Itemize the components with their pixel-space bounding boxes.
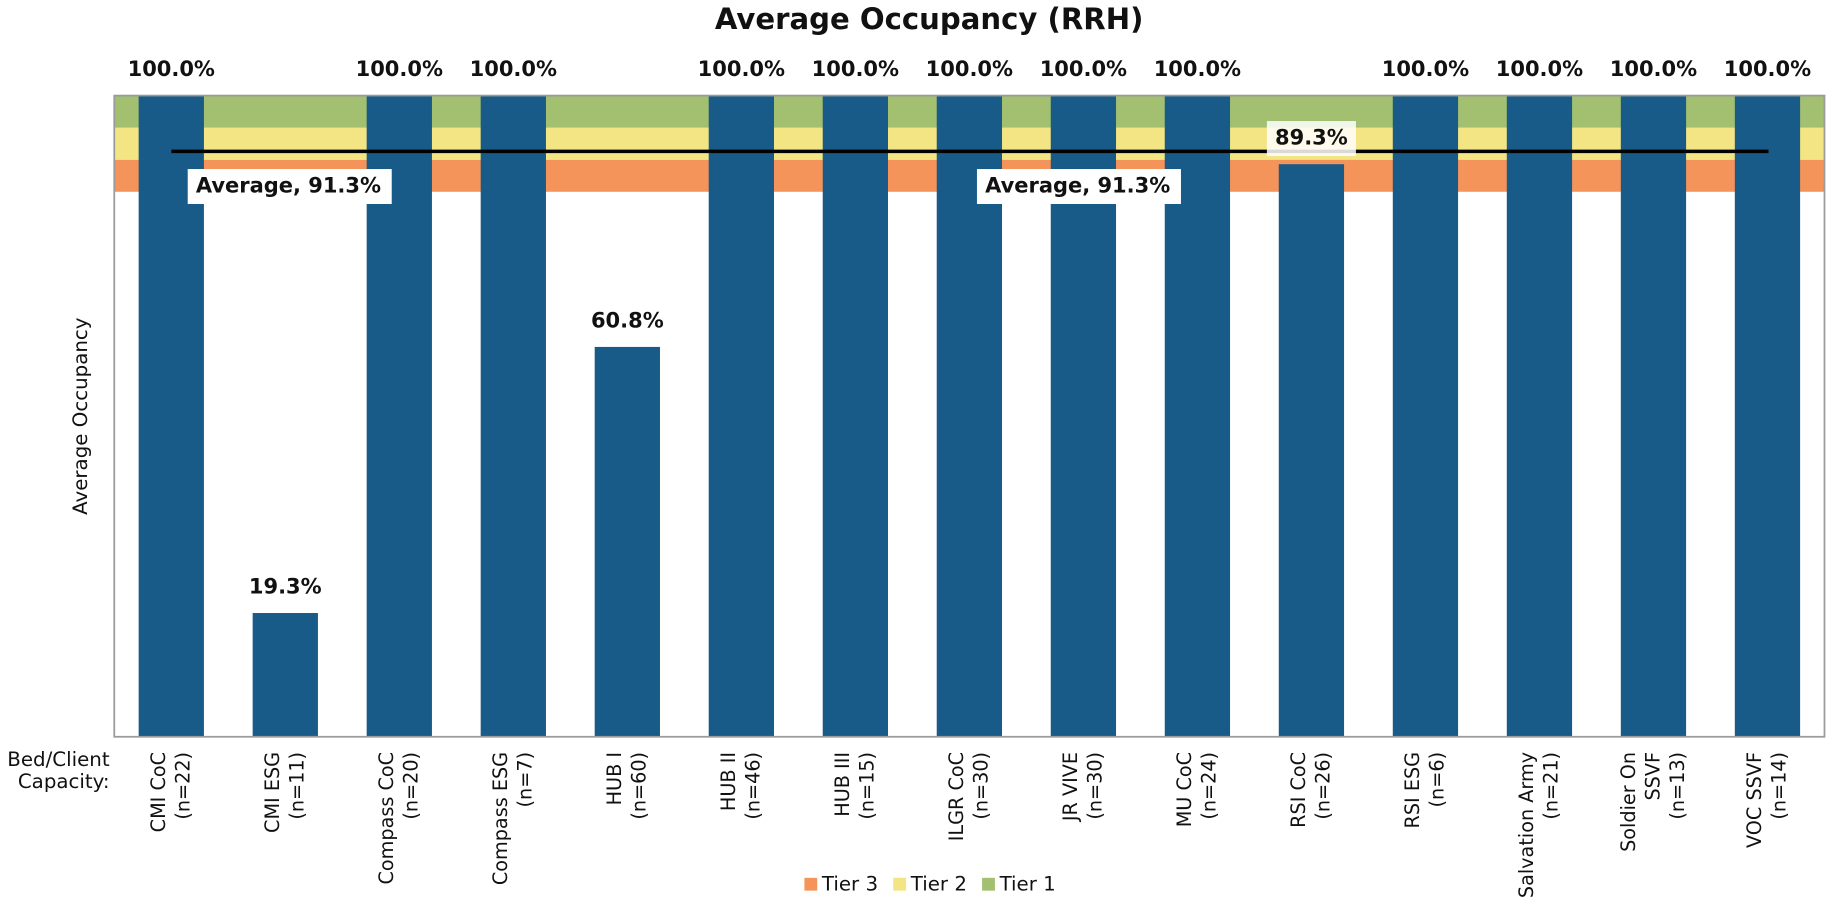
bar [480, 95, 546, 737]
bar [1620, 95, 1687, 737]
bar [1506, 95, 1573, 737]
bar [1734, 95, 1801, 737]
average-label-box [976, 169, 1181, 205]
x-tick-label: RSI CoC(n=26) [1287, 752, 1334, 828]
legend-swatch [982, 877, 995, 891]
x-tick-label: JR VIVE(n=30) [1059, 752, 1106, 822]
value-label: 60.8% [591, 308, 664, 332]
x-tick-label: CMI ESG(n=11) [261, 752, 308, 833]
value-label: 100.0% [1040, 57, 1127, 81]
value-label: 100.0% [1724, 57, 1811, 81]
value-label: 19.3% [249, 574, 322, 598]
legend-label: Tier 1 [999, 872, 1056, 895]
bar [1392, 95, 1459, 737]
value-label-box [1266, 121, 1356, 157]
x-tick-label: VOC SSVF(n=14) [1743, 752, 1790, 848]
x-tick-label: HUB I(n=60) [603, 752, 650, 820]
legend-swatch [893, 877, 907, 891]
value-label: 89.3% [1275, 126, 1348, 150]
average-label: Average, 91.3% [985, 174, 1170, 198]
bar [1278, 164, 1345, 737]
value-label: 100.0% [926, 57, 1013, 81]
x-tick-label: CMI CoC(n=22) [147, 752, 194, 832]
x-tick-label: Compass CoC(n=20) [375, 752, 422, 885]
x-axis-label: Bed/Client Capacity: [7, 748, 110, 793]
x-tick-label: RSI ESG(n=6) [1401, 752, 1448, 829]
y-axis-label: Average Occupancy [69, 317, 92, 515]
bar [708, 95, 774, 737]
value-label: 100.0% [1154, 57, 1241, 81]
legend-label: Tier 3 [821, 872, 878, 895]
x-tick-label: Salvation Army(n=21) [1515, 752, 1562, 898]
chart-title: Average Occupancy (RRH) [715, 2, 1143, 36]
bar [822, 95, 889, 737]
bar [594, 346, 660, 737]
value-label: 100.0% [470, 57, 557, 81]
x-tick-label: Compass ESG(n=7) [489, 752, 536, 885]
legend-swatch [804, 877, 818, 891]
value-label: 100.0% [1382, 57, 1469, 81]
x-tick-label: MU CoC(n=24) [1173, 752, 1220, 827]
bar [252, 613, 318, 737]
plot-frame [113, 94, 1826, 738]
value-label: 100.0% [812, 57, 899, 81]
average-label: Average, 91.3% [196, 174, 381, 198]
value-label: 100.0% [1610, 57, 1697, 81]
average-label-box [187, 169, 392, 205]
value-label: 100.0% [356, 57, 443, 81]
value-label: 100.0% [698, 57, 785, 81]
legend-label: Tier 2 [910, 872, 967, 895]
x-tick-label: HUB II(n=46) [717, 752, 764, 820]
x-tick-label: HUB III(n=15) [831, 752, 878, 820]
x-tick-label: ILGR CoC(n=30) [945, 752, 992, 841]
value-label: 100.0% [1496, 57, 1583, 81]
value-label: 100.0% [128, 57, 215, 81]
x-tick-label: Soldier OnSSVF(n=13) [1616, 752, 1688, 852]
